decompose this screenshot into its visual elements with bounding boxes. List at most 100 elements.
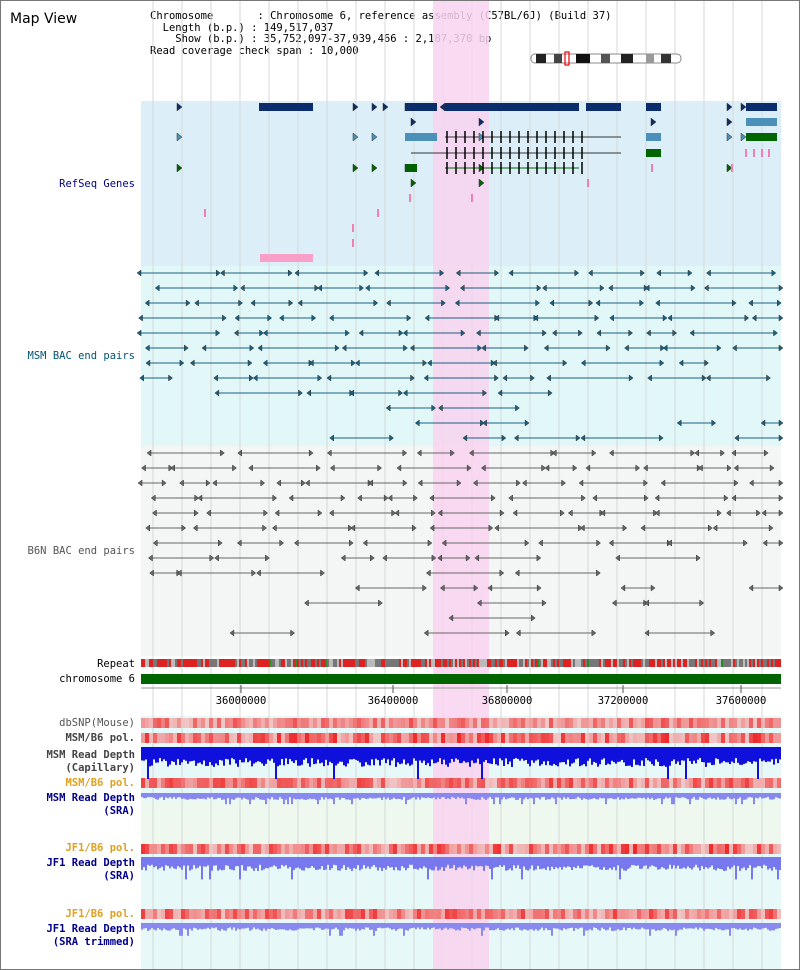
msm-end-marker[interactable]: [552, 329, 557, 337]
heat-cell[interactable]: [533, 718, 537, 728]
heat-cell[interactable]: [265, 778, 269, 788]
depth-bar[interactable]: [655, 923, 657, 931]
b6n-end-marker[interactable]: [413, 494, 418, 502]
depth-bar[interactable]: [385, 857, 387, 870]
heat-cell[interactable]: [345, 844, 349, 854]
refseq-genes-track[interactable]: [176, 102, 777, 247]
heat-cell[interactable]: [653, 718, 657, 728]
depth-bar[interactable]: [355, 747, 357, 760]
heat-cell[interactable]: [557, 733, 561, 743]
depth-bar[interactable]: [613, 793, 615, 800]
heat-cell[interactable]: [769, 733, 773, 743]
depth-bar[interactable]: [587, 747, 589, 761]
repeat-segment[interactable]: [525, 659, 527, 667]
repeat-segment[interactable]: [665, 659, 667, 667]
depth-bar[interactable]: [441, 857, 443, 868]
depth-bar[interactable]: [445, 793, 447, 800]
repeat-segment[interactable]: [543, 659, 545, 667]
heat-cell[interactable]: [601, 778, 605, 788]
depth-bar[interactable]: [729, 747, 731, 765]
heat-cell[interactable]: [657, 718, 661, 728]
depth-bar[interactable]: [261, 923, 263, 931]
depth-bar[interactable]: [707, 923, 709, 929]
b6n-end-marker[interactable]: [237, 449, 242, 457]
depth-bar[interactable]: [705, 857, 707, 868]
heat-cell[interactable]: [449, 778, 453, 788]
depth-bar[interactable]: [169, 923, 171, 931]
heat-cell[interactable]: [453, 844, 457, 854]
b6n-end-marker[interactable]: [137, 479, 143, 487]
gene-arrow[interactable]: [726, 132, 733, 142]
depth-bar[interactable]: [417, 923, 419, 928]
heat-cell[interactable]: [385, 844, 389, 854]
heat-cell[interactable]: [333, 844, 337, 854]
depth-bar[interactable]: [241, 857, 243, 866]
b6n-end-marker[interactable]: [340, 494, 346, 502]
b6n-end-marker[interactable]: [644, 599, 650, 607]
heat-cell[interactable]: [317, 844, 321, 854]
heat-cell[interactable]: [205, 844, 209, 854]
msm-end-marker[interactable]: [374, 269, 380, 277]
depth-bar[interactable]: [747, 857, 749, 869]
depth-bar[interactable]: [309, 747, 311, 767]
heat-cell[interactable]: [533, 778, 537, 788]
repeat-segment[interactable]: [641, 659, 643, 667]
heat-cell[interactable]: [601, 909, 605, 919]
repeat-segment[interactable]: [599, 659, 601, 667]
heat-cell[interactable]: [637, 844, 641, 854]
repeat-segment[interactable]: [335, 659, 337, 667]
msm-end-marker[interactable]: [349, 389, 354, 397]
b6n-end-marker[interactable]: [608, 449, 614, 457]
heat-cell[interactable]: [521, 844, 525, 854]
heat-cell[interactable]: [765, 909, 769, 919]
depth-bar[interactable]: [465, 857, 467, 867]
depth-bar[interactable]: [683, 857, 685, 868]
depth-bar[interactable]: [335, 793, 337, 798]
heat-cell[interactable]: [369, 718, 373, 728]
depth-bar[interactable]: [551, 857, 553, 867]
heat-cell[interactable]: [253, 718, 257, 728]
depth-bar[interactable]: [313, 857, 315, 868]
depth-bar[interactable]: [145, 793, 147, 799]
heat-cell[interactable]: [273, 844, 277, 854]
depth-bar[interactable]: [367, 857, 369, 867]
repeat-segment[interactable]: [469, 659, 471, 667]
heat-cell[interactable]: [241, 718, 245, 728]
depth-bar[interactable]: [579, 923, 581, 928]
repeat-segment[interactable]: [239, 659, 241, 667]
heat-cell[interactable]: [369, 909, 373, 919]
depth-bar[interactable]: [609, 747, 611, 765]
b6n-end-marker[interactable]: [600, 509, 606, 517]
depth-bar[interactable]: [173, 747, 175, 762]
heat-cell[interactable]: [425, 733, 429, 743]
depth-bar[interactable]: [241, 747, 243, 763]
repeat-segment[interactable]: [343, 659, 345, 667]
depth-bar[interactable]: [181, 747, 183, 763]
repeat-segment[interactable]: [465, 659, 467, 667]
depth-bar[interactable]: [675, 793, 677, 798]
depth-bar[interactable]: [519, 923, 521, 930]
heat-cell[interactable]: [365, 718, 369, 728]
refseq-pink-tick[interactable]: [471, 194, 473, 202]
repeat-segment[interactable]: [485, 659, 487, 667]
depth-bar[interactable]: [147, 857, 149, 865]
heat-cell[interactable]: [321, 909, 325, 919]
depth-bar[interactable]: [335, 923, 337, 928]
depth-bar[interactable]: [393, 923, 395, 929]
b6n-end-marker[interactable]: [205, 479, 211, 487]
heat-cell[interactable]: [161, 733, 165, 743]
depth-bar[interactable]: [203, 857, 205, 867]
depth-bar[interactable]: [557, 857, 559, 869]
heat-cell[interactable]: [337, 844, 341, 854]
heat-cell[interactable]: [425, 844, 429, 854]
depth-bar[interactable]: [699, 923, 701, 928]
depth-bar[interactable]: [759, 747, 761, 759]
gene-arrow[interactable]: [404, 163, 411, 173]
depth-bar[interactable]: [155, 747, 157, 763]
repeat-segment[interactable]: [261, 659, 263, 667]
heat-cell[interactable]: [525, 909, 529, 919]
depth-bar[interactable]: [731, 793, 733, 800]
depth-bar[interactable]: [497, 747, 499, 766]
depth-bar[interactable]: [227, 857, 229, 866]
heat-cell[interactable]: [557, 778, 561, 788]
